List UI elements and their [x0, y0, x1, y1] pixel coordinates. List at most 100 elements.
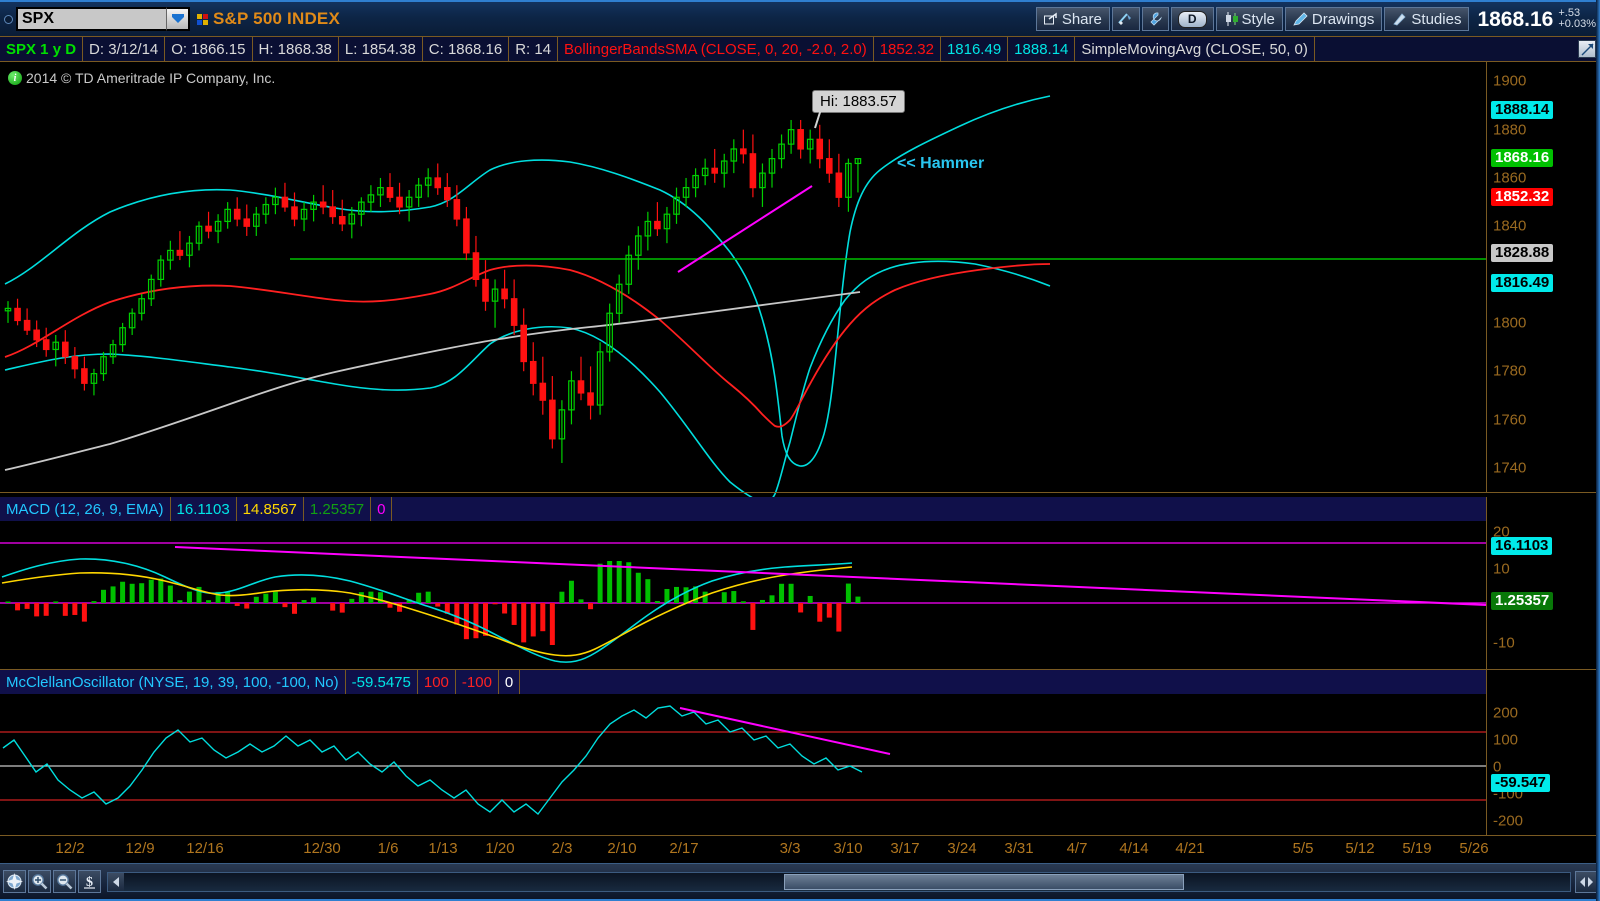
study-sma-label[interactable]: SimpleMovingAvg (CLOSE, 50, 0) [1075, 37, 1315, 61]
zoom-in-button[interactable] [28, 870, 51, 893]
study-bollinger-label[interactable]: BollingerBandsSMA (CLOSE, 0, 20, -2.0, 2… [558, 37, 874, 61]
info-icon[interactable]: i [8, 71, 22, 85]
candle-body [33, 329, 40, 341]
macd-histogram-bar [817, 603, 823, 622]
candle-body [23, 319, 31, 331]
price-tick: 1740 [1493, 459, 1527, 477]
candle-body [463, 218, 470, 254]
mcclellan-pane-plot[interactable] [0, 694, 1486, 835]
zoom-plus-icon [32, 874, 48, 890]
quote-range: R: 14 [509, 37, 559, 61]
timeframe-button[interactable]: D [1170, 7, 1214, 31]
candle-body [510, 298, 518, 326]
macd-tick: -10 [1493, 634, 1515, 652]
hammer-annotation: << Hammer [897, 155, 985, 172]
mcclellan-axis[interactable]: 200 100 0 -100 -200 -59.547 [1487, 694, 1599, 835]
symbol-radio[interactable] [4, 14, 13, 24]
candle-body [549, 399, 556, 440]
price-badge[interactable]: 1816.49 [1491, 274, 1554, 293]
style-button[interactable]: Style [1215, 7, 1283, 31]
candle-body [692, 174, 699, 189]
macd-histogram-bar [549, 603, 555, 645]
price-badge[interactable]: 1852.32 [1491, 187, 1554, 206]
macd-histogram-bar [177, 600, 183, 603]
candle-body [405, 196, 413, 208]
date-tick: 3/24 [947, 840, 977, 857]
settings-wrench-button[interactable] [1141, 7, 1169, 31]
candle-body [472, 252, 480, 281]
macd-histogram-bar [81, 603, 87, 622]
mcclellan-oscillator-line [2, 705, 863, 816]
candle-body [157, 259, 165, 281]
mcclellan-axis-divider [1486, 670, 1487, 835]
macd-title[interactable]: MACD (12, 26, 9, EMA) [0, 497, 171, 521]
price-pane-plot[interactable] [0, 62, 1486, 503]
macd-histogram-bar [779, 583, 785, 603]
symbol-input-box[interactable] [16, 7, 166, 31]
candle-body [128, 312, 136, 329]
chart-spec[interactable]: SPX 1 y D [0, 37, 84, 61]
candle-body [186, 242, 193, 256]
candle-body [176, 249, 184, 256]
scrollbar-thumb[interactable] [784, 873, 1184, 890]
candle-body [482, 278, 489, 302]
candle-body [587, 392, 594, 406]
candle-body [797, 129, 804, 150]
symbol-input[interactable] [18, 10, 138, 28]
scroll-end-button[interactable] [1575, 870, 1597, 893]
chart-canvas-area[interactable]: i 2014 © TD Ameritrade IP Company, Inc. … [0, 62, 1600, 835]
chart-type-button[interactable] [1111, 7, 1140, 31]
macd-badge[interactable]: 1.25357 [1491, 592, 1554, 611]
macd-histogram-bar [311, 597, 317, 603]
candle-body [529, 360, 537, 384]
candlestick-series [4, 119, 862, 464]
studies-button[interactable]: Studies [1384, 7, 1470, 31]
symbol-dropdown-button[interactable] [166, 7, 190, 31]
share-button[interactable]: Share [1035, 7, 1110, 31]
macd-histogram-bar [607, 561, 613, 603]
mcclellan-pane-top-border [0, 669, 1600, 670]
price-badge[interactable]: 1868.16 [1491, 149, 1554, 168]
macd-badge[interactable]: 16.1103 [1491, 537, 1553, 556]
price-badge[interactable]: 1888.14 [1491, 100, 1554, 119]
macd-histogram-bar [807, 595, 813, 603]
horizontal-scrollbar[interactable] [107, 871, 1571, 892]
price-axis[interactable]: 1900 1880 1860 1840 1800 1780 1760 1740 1888.14 1… [1487, 62, 1599, 492]
mcclellan-header[interactable]: McClellanOscillator (NYSE, 19, 39, 100, … [0, 670, 1486, 694]
pencil-icon [1293, 12, 1308, 26]
macd-histogram-bar [387, 603, 393, 608]
candle-body [214, 220, 222, 232]
candle-body [281, 196, 289, 208]
scroll-left-arrow[interactable] [108, 872, 124, 891]
macd-histogram-bar [492, 603, 498, 605]
macd-histogram-bar [425, 591, 431, 603]
candle-body [845, 162, 852, 198]
macd-pane-plot[interactable] [0, 521, 1487, 669]
price-change-group: +.53 +0.03% [1558, 8, 1596, 30]
mcclellan-title[interactable]: McClellanOscillator (NYSE, 19, 39, 100, … [0, 670, 346, 694]
macd-histogram-bar [196, 586, 202, 603]
pan-tool-button[interactable] [3, 870, 26, 893]
candle-body [539, 382, 547, 401]
price-badge[interactable]: 1828.88 [1491, 244, 1554, 263]
macd-axis[interactable]: 20 10 -10 16.1103 1.25357 [1487, 521, 1599, 669]
bollinger-upper-band [4, 95, 1051, 467]
style-candle-icon [1225, 12, 1238, 26]
candle-body [501, 288, 508, 300]
copyright-notice: i 2014 © TD Ameritrade IP Company, Inc. [8, 70, 275, 86]
drawings-button[interactable]: Drawings [1284, 7, 1383, 31]
macd-histogram-bar [654, 601, 660, 603]
zoom-out-button[interactable] [53, 870, 76, 893]
macd-histogram-bar [53, 601, 59, 603]
date-tick: 4/14 [1119, 840, 1149, 857]
macd-header[interactable]: MACD (12, 26, 9, EMA) 16.1103 14.8567 1.… [0, 497, 1486, 521]
axis-scale-tool-button[interactable] [1578, 40, 1596, 58]
candle-body [71, 356, 79, 370]
mcclellan-badge[interactable]: -59.547 [1491, 774, 1550, 793]
candle-body [205, 225, 212, 232]
dollar-scale-button[interactable]: $ [78, 870, 101, 893]
date-axis[interactable]: 12/2 12/9 12/16 12/30 1/6 1/13 1/20 2/3 2/10 2/17… [0, 835, 1600, 863]
candle-body [740, 148, 747, 155]
bottom-toolbar: $ [0, 863, 1600, 901]
